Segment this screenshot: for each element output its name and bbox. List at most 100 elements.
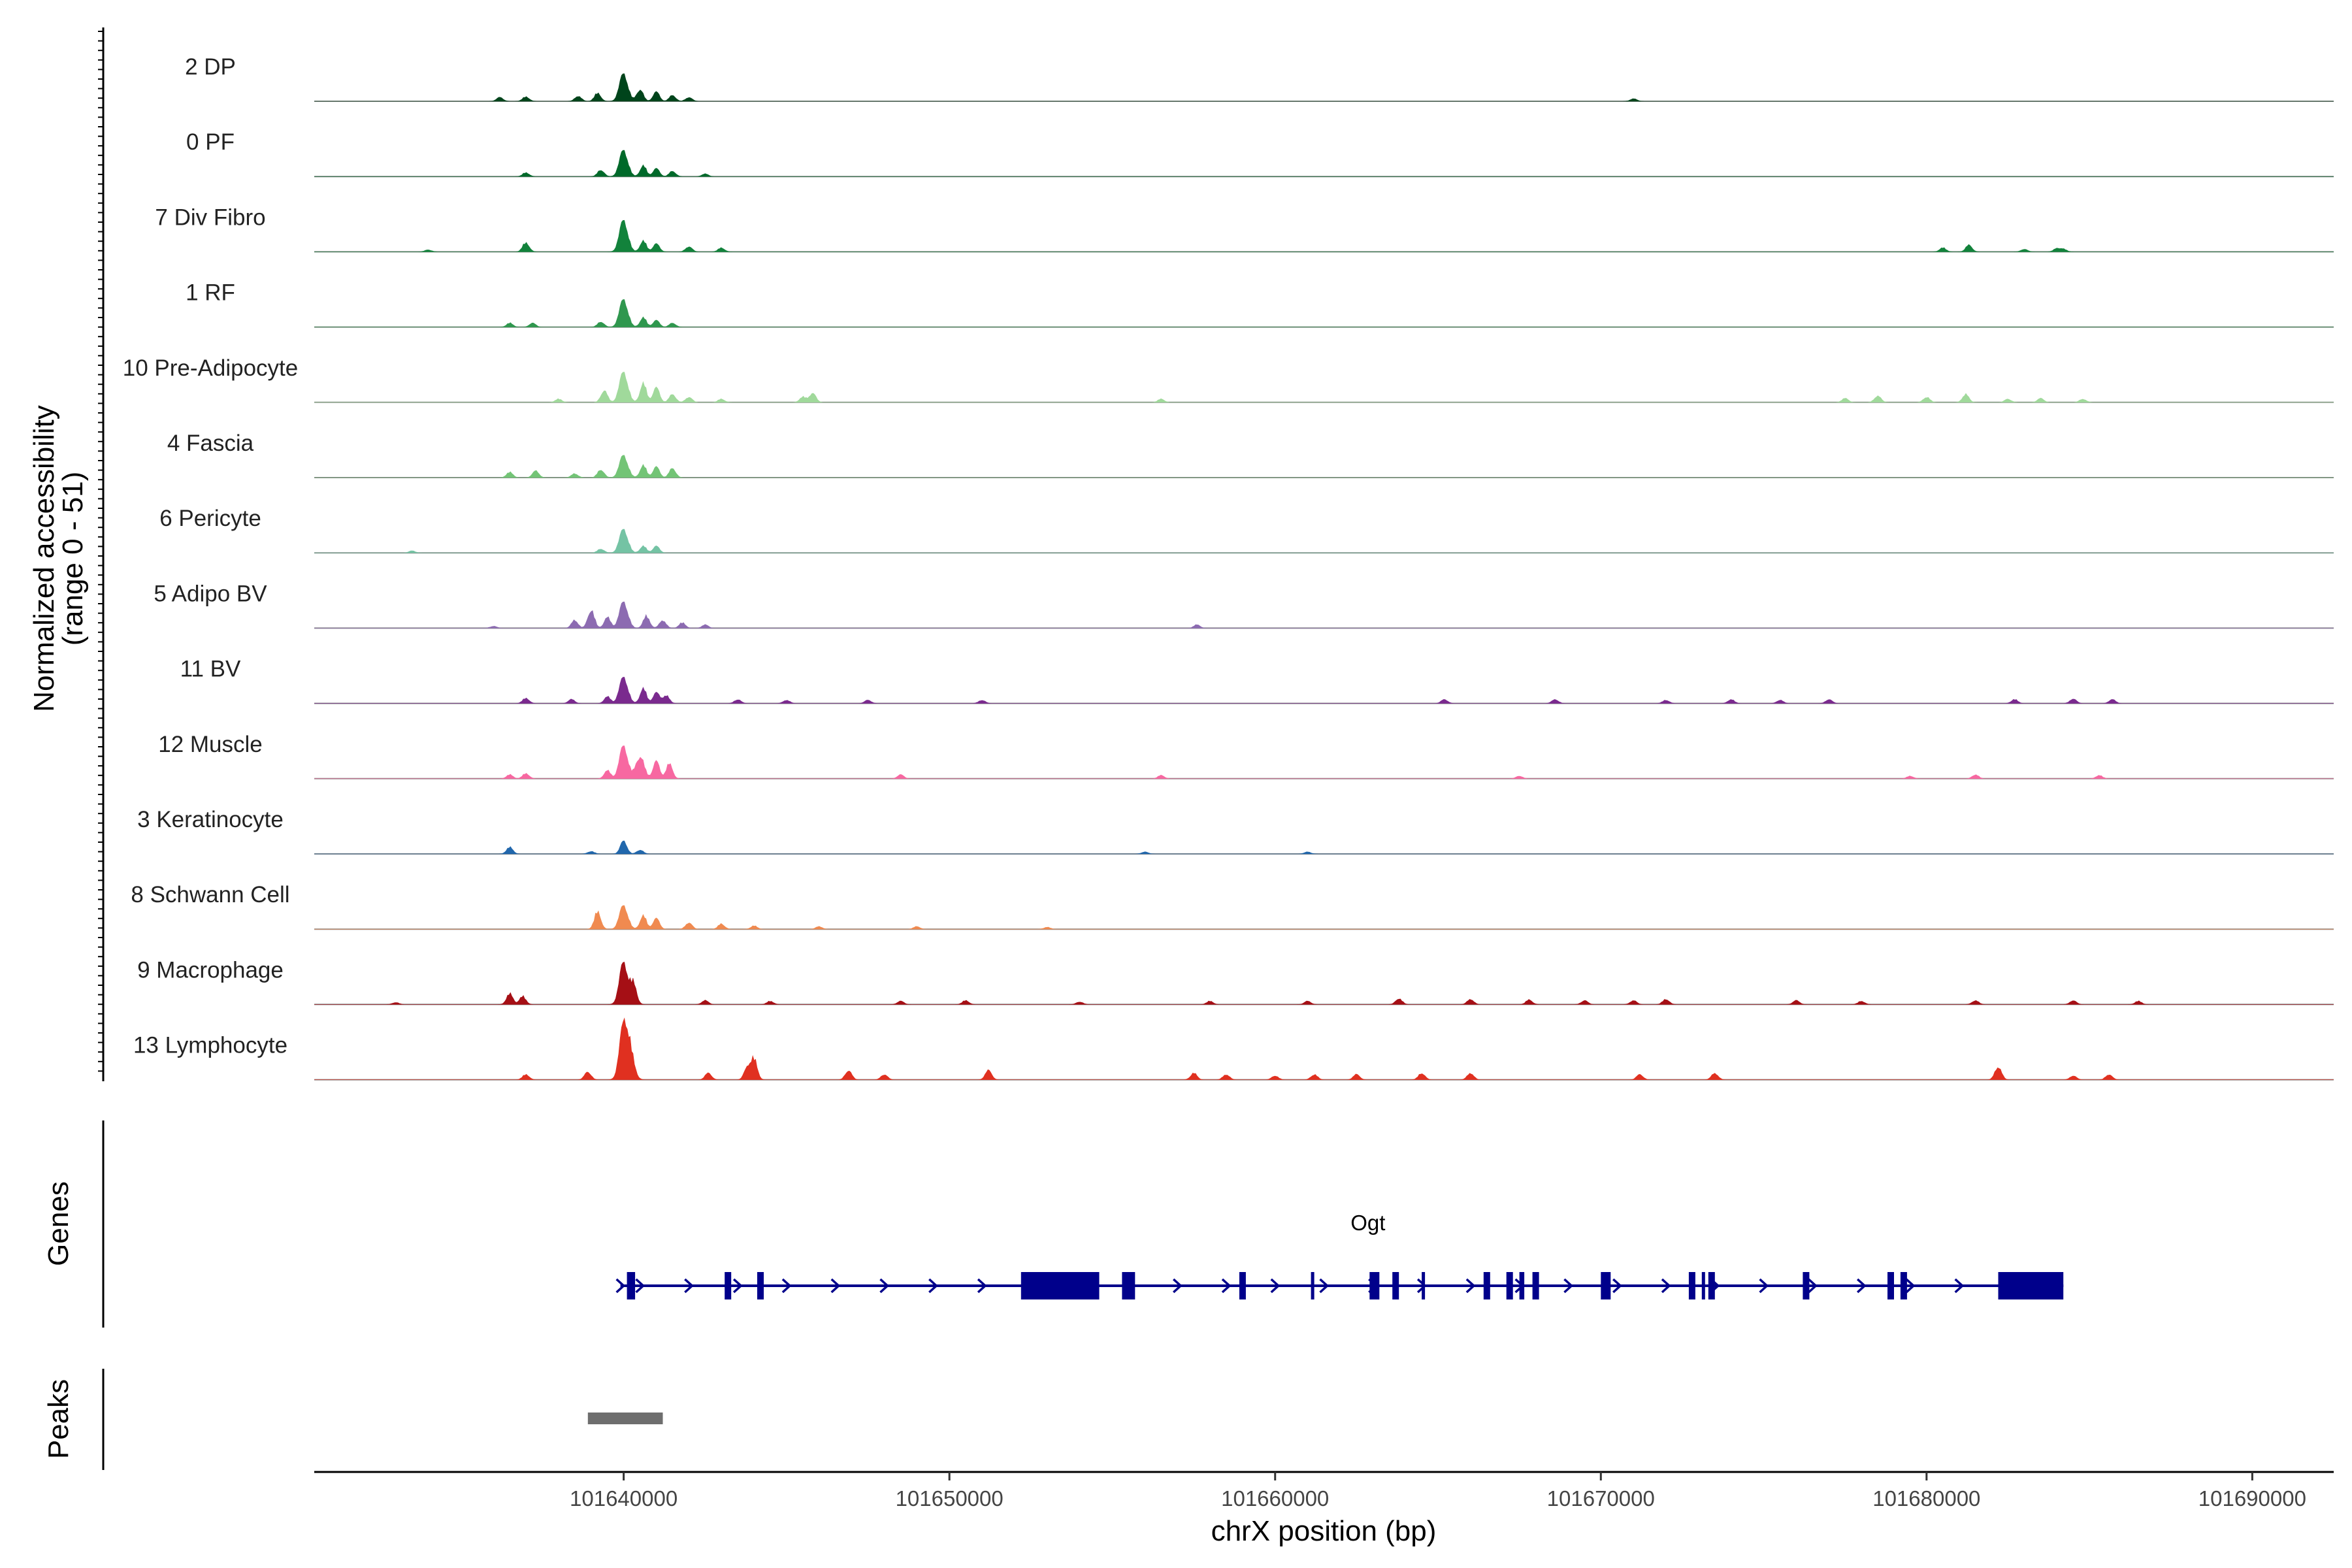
gene-exon	[1803, 1272, 1810, 1299]
track-label: 6 Pericyte	[159, 506, 261, 531]
gene-exon	[1519, 1272, 1525, 1299]
strand-arrow	[1661, 1278, 1671, 1294]
genes-label: Genes	[42, 1181, 74, 1266]
track-signal	[314, 745, 2334, 779]
gene-exon	[1483, 1272, 1490, 1299]
track-label: 0 PF	[186, 129, 235, 155]
strand-arrow	[1563, 1278, 1574, 1294]
gene-exon	[1708, 1272, 1715, 1299]
track-signal	[314, 73, 2334, 102]
strand-arrow	[732, 1278, 743, 1294]
track-9: 11 BV	[180, 657, 2334, 704]
gene-exon	[1601, 1272, 1611, 1299]
track-signal	[314, 962, 2334, 1005]
gene-exon	[1532, 1272, 1539, 1299]
y-axis-ticks	[98, 31, 103, 1072]
strand-arrow	[1221, 1278, 1232, 1294]
x-tick-label: 101660000	[1221, 1486, 1329, 1511]
x-tick-label: 101650000	[896, 1486, 1004, 1511]
gene-exon	[757, 1272, 764, 1299]
track-3: 7 Div Fibro	[155, 204, 2334, 253]
track-label: 2 DP	[185, 54, 236, 80]
gene-name-label: Ogt	[1350, 1211, 1385, 1235]
track-signal	[314, 150, 2334, 177]
track-label: 1 RF	[186, 280, 235, 306]
track-13: 9 Macrophage	[137, 957, 2334, 1005]
track-signal	[314, 1017, 2334, 1080]
gene-exon	[1701, 1272, 1705, 1299]
track-label: 12 Muscle	[158, 732, 263, 757]
gene-exon	[1688, 1272, 1695, 1299]
track-signal	[314, 529, 2334, 553]
track-label: 4 Fascia	[167, 431, 254, 456]
track-signal	[314, 905, 2334, 930]
track-signal	[314, 601, 2334, 629]
track-signal	[314, 299, 2334, 327]
strand-arrow	[635, 1278, 645, 1294]
track-signal	[314, 840, 2334, 855]
track-5: 10 Pre-Adipocyte	[123, 355, 2334, 403]
strand-arrow	[1759, 1278, 1769, 1294]
track-8: 5 Adipo BV	[154, 581, 2334, 629]
track-signal	[314, 372, 2334, 403]
track-label: 7 Div Fibro	[155, 204, 265, 230]
gene-model: Ogt	[615, 1211, 2064, 1299]
gene-exon	[1506, 1272, 1513, 1299]
track-14: 13 Lymphocyte	[133, 1017, 2334, 1081]
track-label: 8 Schwann Cell	[131, 882, 289, 907]
coverage-tracks: 2 DP 0 PF 7 Div Fibro 1 RF 10 Pre-Adipocyte 4…	[123, 54, 2334, 1081]
peaks-label: Peaks	[42, 1379, 74, 1459]
x-tick-label: 101690000	[2198, 1486, 2306, 1511]
strand-arrow	[684, 1278, 694, 1294]
gene-exon	[1122, 1272, 1135, 1299]
gene-exon	[725, 1272, 732, 1299]
strand-arrow	[977, 1278, 987, 1294]
x-axis-title: chrX position (bp)	[1211, 1515, 1437, 1547]
x-axis-ticks: 101640000 101650000 101660000 101670000 1016…	[570, 1472, 2306, 1511]
x-axis: 101640000 101650000 101660000 101670000 1016…	[314, 1471, 2334, 1511]
track-label: 11 BV	[180, 657, 241, 682]
track-4: 1 RF	[186, 280, 2334, 328]
strand-arrow	[615, 1278, 626, 1294]
gene-exon	[1887, 1272, 1894, 1299]
strand-arrow	[928, 1278, 938, 1294]
x-tick-label: 101670000	[1547, 1486, 1655, 1511]
track-label: 10 Pre-Adipocyte	[123, 355, 298, 381]
track-label: 3 Keratinocyte	[137, 807, 284, 832]
track-1: 2 DP	[185, 54, 2334, 102]
strand-arrow	[1856, 1278, 1867, 1294]
track-label: 9 Macrophage	[137, 957, 284, 983]
y-axis-title-line2: (range 0 - 51)	[57, 472, 89, 646]
strand-arrow	[1612, 1278, 1622, 1294]
track-label: 13 Lymphocyte	[133, 1033, 287, 1058]
track-signal	[314, 677, 2334, 704]
strand-arrow	[1270, 1278, 1281, 1294]
y-axis	[98, 27, 105, 1081]
track-signal	[314, 220, 2334, 252]
strand-arrow	[830, 1278, 841, 1294]
strand-arrow	[879, 1278, 890, 1294]
strand-arrow	[1465, 1278, 1476, 1294]
track-12: 8 Schwann Cell	[131, 882, 2334, 930]
gene-exon	[1900, 1272, 1907, 1299]
y-axis-title-line1: Normalized accessibility	[28, 405, 60, 711]
peak-region-bar	[587, 1413, 663, 1424]
track-2: 0 PF	[186, 129, 2334, 178]
strand-arrow	[1319, 1278, 1330, 1294]
strand-arrow	[1808, 1278, 1818, 1294]
strand-arrow	[781, 1278, 792, 1294]
track-10: 12 Muscle	[158, 732, 2334, 779]
peak-regions	[587, 1413, 663, 1424]
strand-arrow	[1172, 1278, 1183, 1294]
x-tick-label: 101640000	[570, 1486, 678, 1511]
gene-exon	[1239, 1272, 1246, 1299]
track-7: 6 Pericyte	[159, 506, 2334, 554]
track-6: 4 Fascia	[167, 431, 2334, 478]
track-11: 3 Keratinocyte	[137, 807, 2334, 855]
gene-exon	[627, 1272, 636, 1299]
strand-arrow	[1954, 1278, 1965, 1294]
strand-arrow	[1905, 1278, 1916, 1294]
x-tick-label: 101680000	[1872, 1486, 1980, 1511]
track-label: 5 Adipo BV	[154, 581, 267, 606]
